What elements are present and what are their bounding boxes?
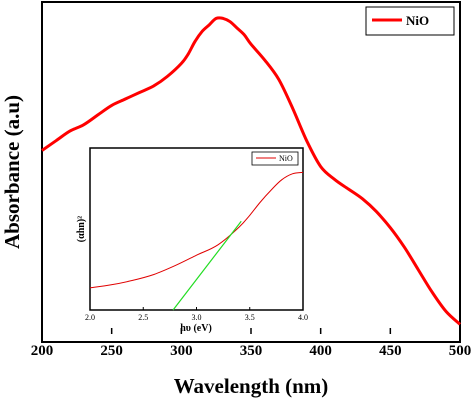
main-plot-frame: [41, 1, 461, 343]
inset-x-tick-label: 2.0: [85, 313, 95, 322]
inset-linear-fit-line: [172, 220, 242, 311]
main-x-tick-label: 400: [309, 343, 332, 359]
main-x-tick-label: 300: [170, 343, 193, 359]
inset-x-tick-label: 4.0: [298, 313, 308, 322]
inset-x-tick-label: 3.5: [245, 313, 255, 322]
main-x-tick-label: 200: [31, 343, 54, 359]
main-x-axis-title: Wavelength (nm): [174, 374, 329, 398]
main-legend-label: NiO: [406, 13, 429, 28]
main-x-tick-label: 350: [240, 343, 263, 359]
main-x-tick-label: 450: [379, 343, 402, 359]
main-x-ticks: [41, 328, 461, 334]
main-x-tick-label: 250: [100, 343, 123, 359]
main-x-tick-label: 500: [449, 343, 472, 359]
main-series-nio-line: [41, 16, 462, 326]
inset-x-ticks: [89, 307, 304, 310]
inset-x-tick-label: 2.5: [138, 313, 148, 322]
main-x-tick-labels: 200 250 300 350 400 450 500: [31, 343, 472, 359]
main-legend: NiO: [365, 6, 455, 36]
inset-y-axis-title: (αhn)²: [76, 216, 87, 242]
inset-legend-label: NiO: [279, 154, 293, 163]
inset-legend: NiO: [251, 151, 299, 166]
inset-chart: 2.0 2.5 3.0 3.5 4.0 hυ (eV) (αhn)² NiO: [76, 147, 308, 334]
main-y-axis-title: Absorbance (a.u): [0, 95, 24, 249]
inset-x-axis-title: hυ (eV): [180, 323, 212, 334]
inset-plot-frame: [89, 147, 304, 311]
inset-x-tick-label: 3.0: [192, 313, 202, 322]
inset-x-tick-labels: 2.0 2.5 3.0 3.5 4.0: [85, 313, 308, 322]
